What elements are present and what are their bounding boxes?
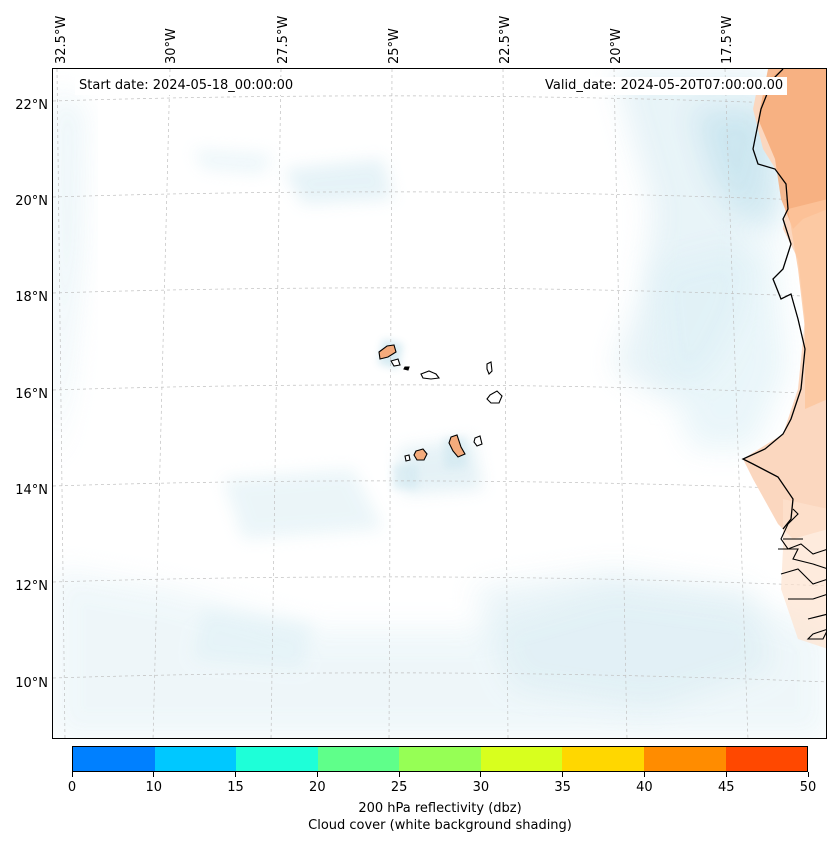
lat-label-14n: 14°N [15, 483, 48, 498]
island-sal [486, 361, 493, 375]
lon-label-25w: 25°W [387, 28, 402, 64]
colorbar-tick-label: 40 [636, 780, 653, 795]
colorbar-segment-0 [73, 747, 155, 771]
colorbar-tick-label: 25 [390, 780, 408, 795]
island-boa-vista [486, 390, 503, 404]
island-santa-luzia [403, 366, 410, 371]
cloud-cover-shading [53, 69, 826, 738]
gridline-lon-17-5 [724, 69, 749, 738]
lat-label-16n: 16°N [15, 387, 48, 402]
colorbar-tick-mark [562, 772, 564, 777]
gridline-lon-20 [613, 69, 628, 738]
colorbar-segment-5 [480, 747, 563, 771]
colorbar-tick-label: 10 [145, 780, 163, 795]
gridline-lat-18 [53, 287, 826, 298]
island-maio [473, 435, 483, 447]
map-canvas [53, 69, 826, 738]
gridline-lon-22-5 [502, 69, 509, 738]
colorbar-tick-mark [316, 772, 318, 777]
lon-label-17-5w: 17.5°W [720, 15, 735, 64]
gridline-lon-25 [388, 69, 393, 738]
graticule [53, 69, 826, 738]
colorbar-segment-4 [399, 747, 481, 771]
colorbar-tick-mark [71, 772, 73, 777]
island-brava [404, 454, 411, 462]
island-sao-vicente [390, 358, 401, 367]
colorbar-segment-6 [562, 747, 644, 771]
colorbar-sublabel: Cloud cover (white background shading) [308, 818, 572, 833]
colorbar-tick-label: 50 [799, 780, 817, 795]
gridline-lon-30 [152, 69, 171, 738]
colorbar-tick-label: 0 [67, 780, 77, 795]
colorbar-segment-3 [317, 747, 400, 771]
colorbar-tick-mark [807, 772, 809, 777]
lat-label-20n: 20°N [15, 194, 48, 209]
colorbar-segment-1 [154, 747, 237, 771]
island-sao-nicolau [420, 370, 441, 380]
gridline-lat-10 [53, 672, 826, 683]
colorbar-tick-label: 35 [554, 780, 571, 795]
island-fogo [413, 448, 428, 461]
lon-label-22-5w: 22.5°W [498, 15, 513, 64]
colorbar-tick-mark [235, 772, 237, 777]
start-date-label: Start date: 2024-05-18_00:00:00 [75, 77, 298, 95]
lon-label-27-5w: 27.5°W [276, 15, 291, 64]
gridline-lon-27-5 [270, 69, 282, 738]
cabo-verde-islands [378, 344, 503, 462]
colorbar-label: 200 hPa reflectivity (dbz) [358, 801, 522, 816]
gridline-lat-12 [53, 576, 826, 587]
colorbar-tick-label: 45 [717, 780, 735, 795]
colorbar-tick-mark [398, 772, 400, 777]
lon-label-20w: 20°W [609, 28, 624, 64]
island-santo-antao [378, 344, 397, 360]
lon-label-30w: 30°W [164, 28, 179, 64]
lat-label-18n: 18°N [15, 290, 48, 305]
colorbar-tick-mark [480, 772, 482, 777]
colorbar-segment-7 [643, 747, 726, 771]
colorbar-segment-8 [725, 747, 808, 771]
lat-label-22n: 22°N [15, 98, 48, 113]
colorbar-tick-label: 20 [309, 780, 326, 795]
colorbar-segment-2 [236, 747, 318, 771]
lon-label-32-5w: 32.5°W [54, 15, 69, 64]
valid-date-label: Valid_date: 2024-05-20T07:00:00.00 [541, 77, 788, 95]
colorbar-tick-mark [725, 772, 727, 777]
gridline-lat-20 [53, 191, 826, 202]
colorbar-tick-mark [643, 772, 645, 777]
map-frame [52, 68, 827, 739]
colorbar-tick-label: 15 [227, 780, 244, 795]
lat-label-10n: 10°N [15, 676, 48, 691]
colorbar-tick-label: 30 [472, 780, 490, 795]
lat-label-12n: 12°N [15, 579, 48, 594]
colorbar-tick-mark [153, 772, 155, 777]
gridline-lat-22 [53, 95, 826, 106]
colorbar [72, 746, 808, 772]
gridline-lat-16 [53, 384, 826, 395]
gridline-lat-14 [53, 480, 826, 491]
africa-landmass [741, 69, 826, 649]
island-santiago [448, 434, 466, 458]
gridline-lon-32-5 [56, 69, 66, 738]
